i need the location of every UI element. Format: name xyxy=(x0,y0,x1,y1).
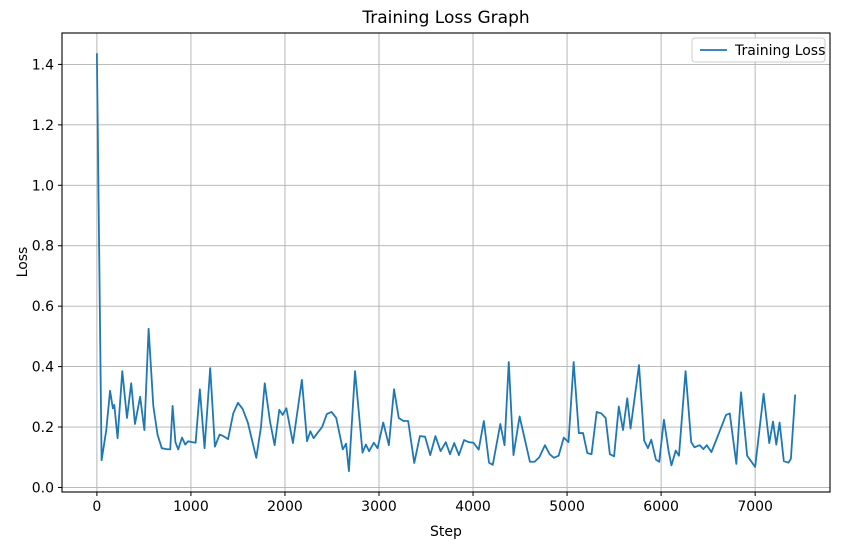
y-tick-label: 1.4 xyxy=(32,57,54,73)
y-tick-label: 0.2 xyxy=(32,420,54,436)
x-tick-label: 5000 xyxy=(549,499,585,515)
x-axis-label: Step xyxy=(430,524,462,540)
x-tick-label: 0 xyxy=(92,499,101,515)
plot-border xyxy=(61,32,831,493)
x-tick-label: 2000 xyxy=(267,499,303,515)
x-tick-label: 6000 xyxy=(643,499,679,515)
x-tick-label: 3000 xyxy=(361,499,397,515)
x-tick-labels: 0 1000 2000 3000 4000 5000 6000 7000 xyxy=(92,499,773,515)
x-tick-label: 4000 xyxy=(455,499,491,515)
y-tick-label: 0.8 xyxy=(32,239,54,255)
y-tick-labels: 0.0 0.2 0.4 0.6 0.8 1.0 1.2 1.4 xyxy=(32,57,54,496)
training-loss-line xyxy=(95,52,797,473)
legend-box xyxy=(691,37,826,63)
grid-lines xyxy=(62,33,830,492)
legend-label: Training Loss xyxy=(734,43,825,59)
y-tick-label: 1.2 xyxy=(32,118,54,134)
x-tick-label: 7000 xyxy=(737,499,773,515)
legend: Training Loss xyxy=(691,37,826,63)
tick-marks xyxy=(58,63,756,496)
y-tick-label: 0.4 xyxy=(32,360,54,376)
chart-title: Training Loss Graph xyxy=(361,8,529,28)
y-tick-label: 1.0 xyxy=(32,178,54,194)
x-tick-label: 1000 xyxy=(173,499,209,515)
y-axis-label: Loss xyxy=(15,247,31,278)
y-tick-label: 0.6 xyxy=(32,299,54,315)
y-tick-label: 0.0 xyxy=(32,480,54,496)
